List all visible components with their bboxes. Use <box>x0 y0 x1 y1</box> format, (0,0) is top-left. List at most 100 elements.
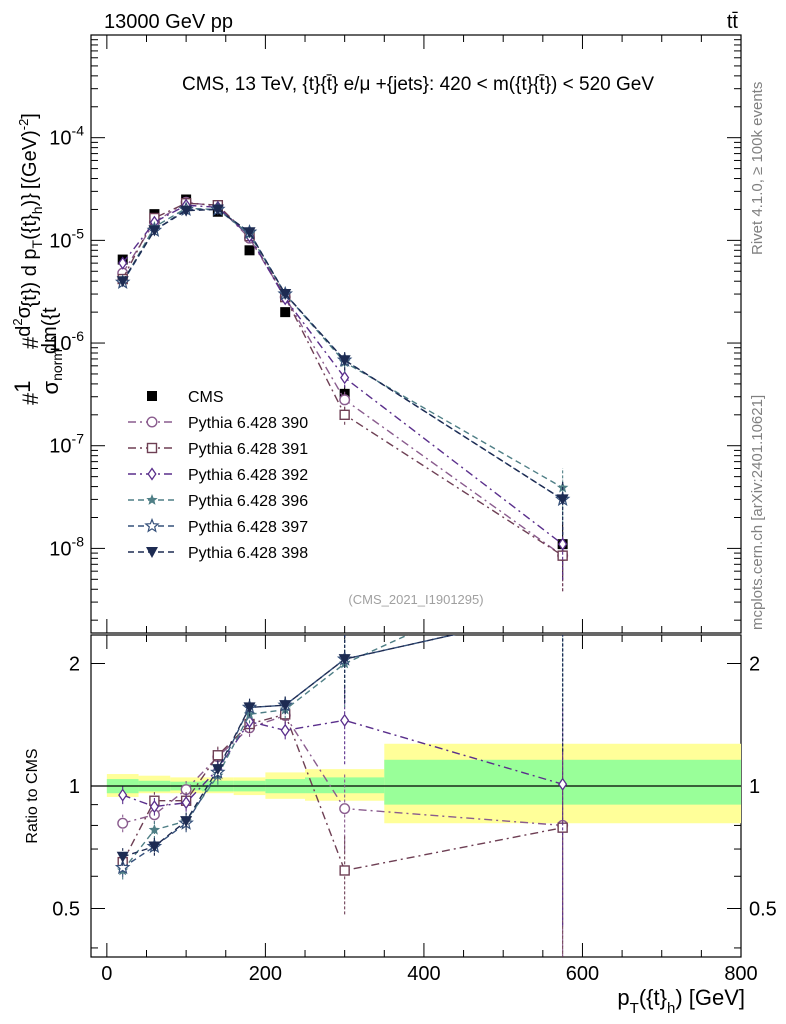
legend-entry-pythia-6-428-392: Pythia 6.428 392 <box>128 467 308 484</box>
ratio-marker-pythia-6-428-398 <box>338 654 351 666</box>
ylabel-d: d <box>13 326 35 337</box>
main-line-pythia-6-428-398 <box>122 208 563 500</box>
main-marker-pythia-6-428-398 <box>211 204 224 216</box>
legend-label: Pythia 6.428 391 <box>188 441 308 458</box>
main-marker-pythia-6-428-392 <box>340 371 350 385</box>
main-series <box>114 194 571 592</box>
ratio-marker-pythia-6-428-390 <box>117 817 129 829</box>
ratio-bands <box>91 743 741 824</box>
x-tick-label: 600 <box>566 963 599 985</box>
ratio-marker-pythia-6-428-391 <box>212 750 224 761</box>
legend-label: CMS <box>188 389 224 406</box>
ylabel-unit-end: ] <box>19 113 41 119</box>
legend-entry-cms: CMS <box>147 389 224 406</box>
legend-entry-pythia-6-428-396: Pythia 6.428 396 <box>128 493 308 510</box>
main-marker-pythia-6-428-391 <box>339 409 350 421</box>
ylabel-T: T <box>29 239 45 248</box>
ylabel-sigma: σ <box>38 381 63 395</box>
ylabel-hash: # <box>18 392 43 405</box>
ylabel-exp: -2 <box>16 119 31 131</box>
ylabel-norm: norm <box>49 349 65 381</box>
main-marker-pythia-6-428-391 <box>557 550 568 561</box>
legend-label: Pythia 6.428 397 <box>188 519 308 536</box>
x-tick-label: 0 <box>101 963 112 985</box>
ylabel-h: h <box>29 207 45 215</box>
ratio-marker-pythia-6-428-392 <box>118 788 128 802</box>
legend-marker <box>146 547 158 558</box>
ylabel-sigma2: σ <box>13 305 35 318</box>
x-tick-label: 800 <box>724 963 757 985</box>
x-axis-label: pT({t}h) [GeV] <box>617 985 745 1017</box>
legend-marker <box>146 416 158 428</box>
ratio-marker-pythia-6-428-392 <box>340 713 350 727</box>
ratio-y-tick-label-right: 2 <box>749 654 760 676</box>
ratio-marker-pythia-6-428-398 <box>148 841 161 853</box>
ylabel-th: ({t} <box>19 214 41 240</box>
ylabel-unit: [(GeV) <box>19 130 41 189</box>
ratio-marker-pythia-6-428-392 <box>181 796 191 810</box>
main-y-axis-label: #1 σnorm#d2σ dm({t{t}) d pT({t}h)}[(GeV)-2… <box>10 113 65 405</box>
main-line-pythia-6-428-392 <box>122 204 564 545</box>
main-marker-pythia-6-428-398 <box>279 289 292 301</box>
legend-marker <box>146 442 158 454</box>
main-line-pythia-6-428-391 <box>122 202 563 557</box>
legend-label: Pythia 6.428 390 <box>188 415 308 432</box>
ratio-marker-pythia-6-428-397 <box>114 859 131 875</box>
ratio-marker-pythia-6-428-398 <box>116 851 129 863</box>
main-y-tick-label: 10-6 <box>49 328 84 355</box>
xlabel-T: T <box>630 1000 639 1017</box>
xlabel-mid: ({t} <box>639 985 667 1010</box>
xlabel-p: p <box>617 985 629 1010</box>
main-marker-pythia-6-428-398 <box>243 227 256 239</box>
legend-marker <box>147 391 157 401</box>
main-marker-pythia-6-428-398 <box>116 276 129 288</box>
legend-label: Pythia 6.428 398 <box>188 545 308 562</box>
main-marker-pythia-6-428-398 <box>338 355 351 367</box>
legend: CMS Pythia 6.428 390 Pythia 6.428 391 Pythi… <box>128 389 308 562</box>
ratio-line-pythia-6-428-390 <box>122 714 563 827</box>
xlabel-h: h <box>667 1000 675 1017</box>
mcplots-label: mcplots.cern.ch [arXiv:2401.10621] <box>749 395 766 630</box>
ratio-series <box>114 604 569 957</box>
ratio-y-tick-label-left: 0.5 <box>52 898 80 920</box>
main-marker-cms <box>244 245 255 256</box>
x-tick-label: 200 <box>249 963 282 985</box>
ratio-y-tick-label-right: 0.5 <box>749 898 777 920</box>
main-marker-pythia-6-428-398 <box>556 494 569 506</box>
ratio-line-pythia-6-428-392 <box>122 719 563 808</box>
ratio-marker-pythia-6-428-391 <box>339 865 350 876</box>
ratio-y-tick-label-left: 1 <box>69 776 80 798</box>
ratio-line-pythia-6-428-397 <box>122 635 456 869</box>
analysis-watermark: (CMS_2021_I1901295) <box>348 592 483 607</box>
ylabel-close: )} <box>19 193 41 207</box>
legend-marker <box>147 467 157 481</box>
plot-title: CMS, 13 TeV, {t}{t̄} e/μ +{jets}: 420 < … <box>182 74 654 95</box>
ratio-axes: 0.5 0.5 1 1 2 2 0 200 400 600 800 <box>52 635 777 985</box>
legend-marker <box>146 494 158 505</box>
ratio-marker-pythia-6-428-396 <box>148 823 161 835</box>
legend-entry-pythia-6-428-390: Pythia 6.428 390 <box>128 415 308 432</box>
main-marker-pythia-6-428-398 <box>180 205 193 217</box>
legend-marker <box>144 517 160 533</box>
process-label: tt̄ <box>727 11 739 33</box>
main-marker-pythia-6-428-392 <box>558 537 568 551</box>
ratio-marker-pythia-6-428-397 <box>557 604 569 616</box>
ratio-marker-pythia-6-428-392 <box>558 777 568 791</box>
legend-label: Pythia 6.428 392 <box>188 467 308 484</box>
ratio-marker-pythia-6-428-398 <box>243 702 256 714</box>
ratio-marker-pythia-6-428-398 <box>279 700 292 712</box>
main-y-tick-label: 10-4 <box>49 123 84 150</box>
ratio-marker-pythia-6-428-398 <box>211 764 224 776</box>
ratio-y-axis-label: Ratio to CMS <box>24 748 41 843</box>
ratio-marker-pythia-6-428-390 <box>339 803 351 815</box>
main-marker-cms <box>280 307 291 318</box>
legend-entry-pythia-6-428-397: Pythia 6.428 397 <box>128 517 308 536</box>
ratio-marker-pythia-6-428-392 <box>280 723 290 738</box>
ratio-marker-pythia-6-428-398 <box>557 605 569 616</box>
main-frame <box>90 34 742 634</box>
main-line-pythia-6-428-396 <box>122 207 563 489</box>
ylabel-two: 2 <box>10 318 25 325</box>
xlabel-end: ) [GeV] <box>675 985 745 1010</box>
